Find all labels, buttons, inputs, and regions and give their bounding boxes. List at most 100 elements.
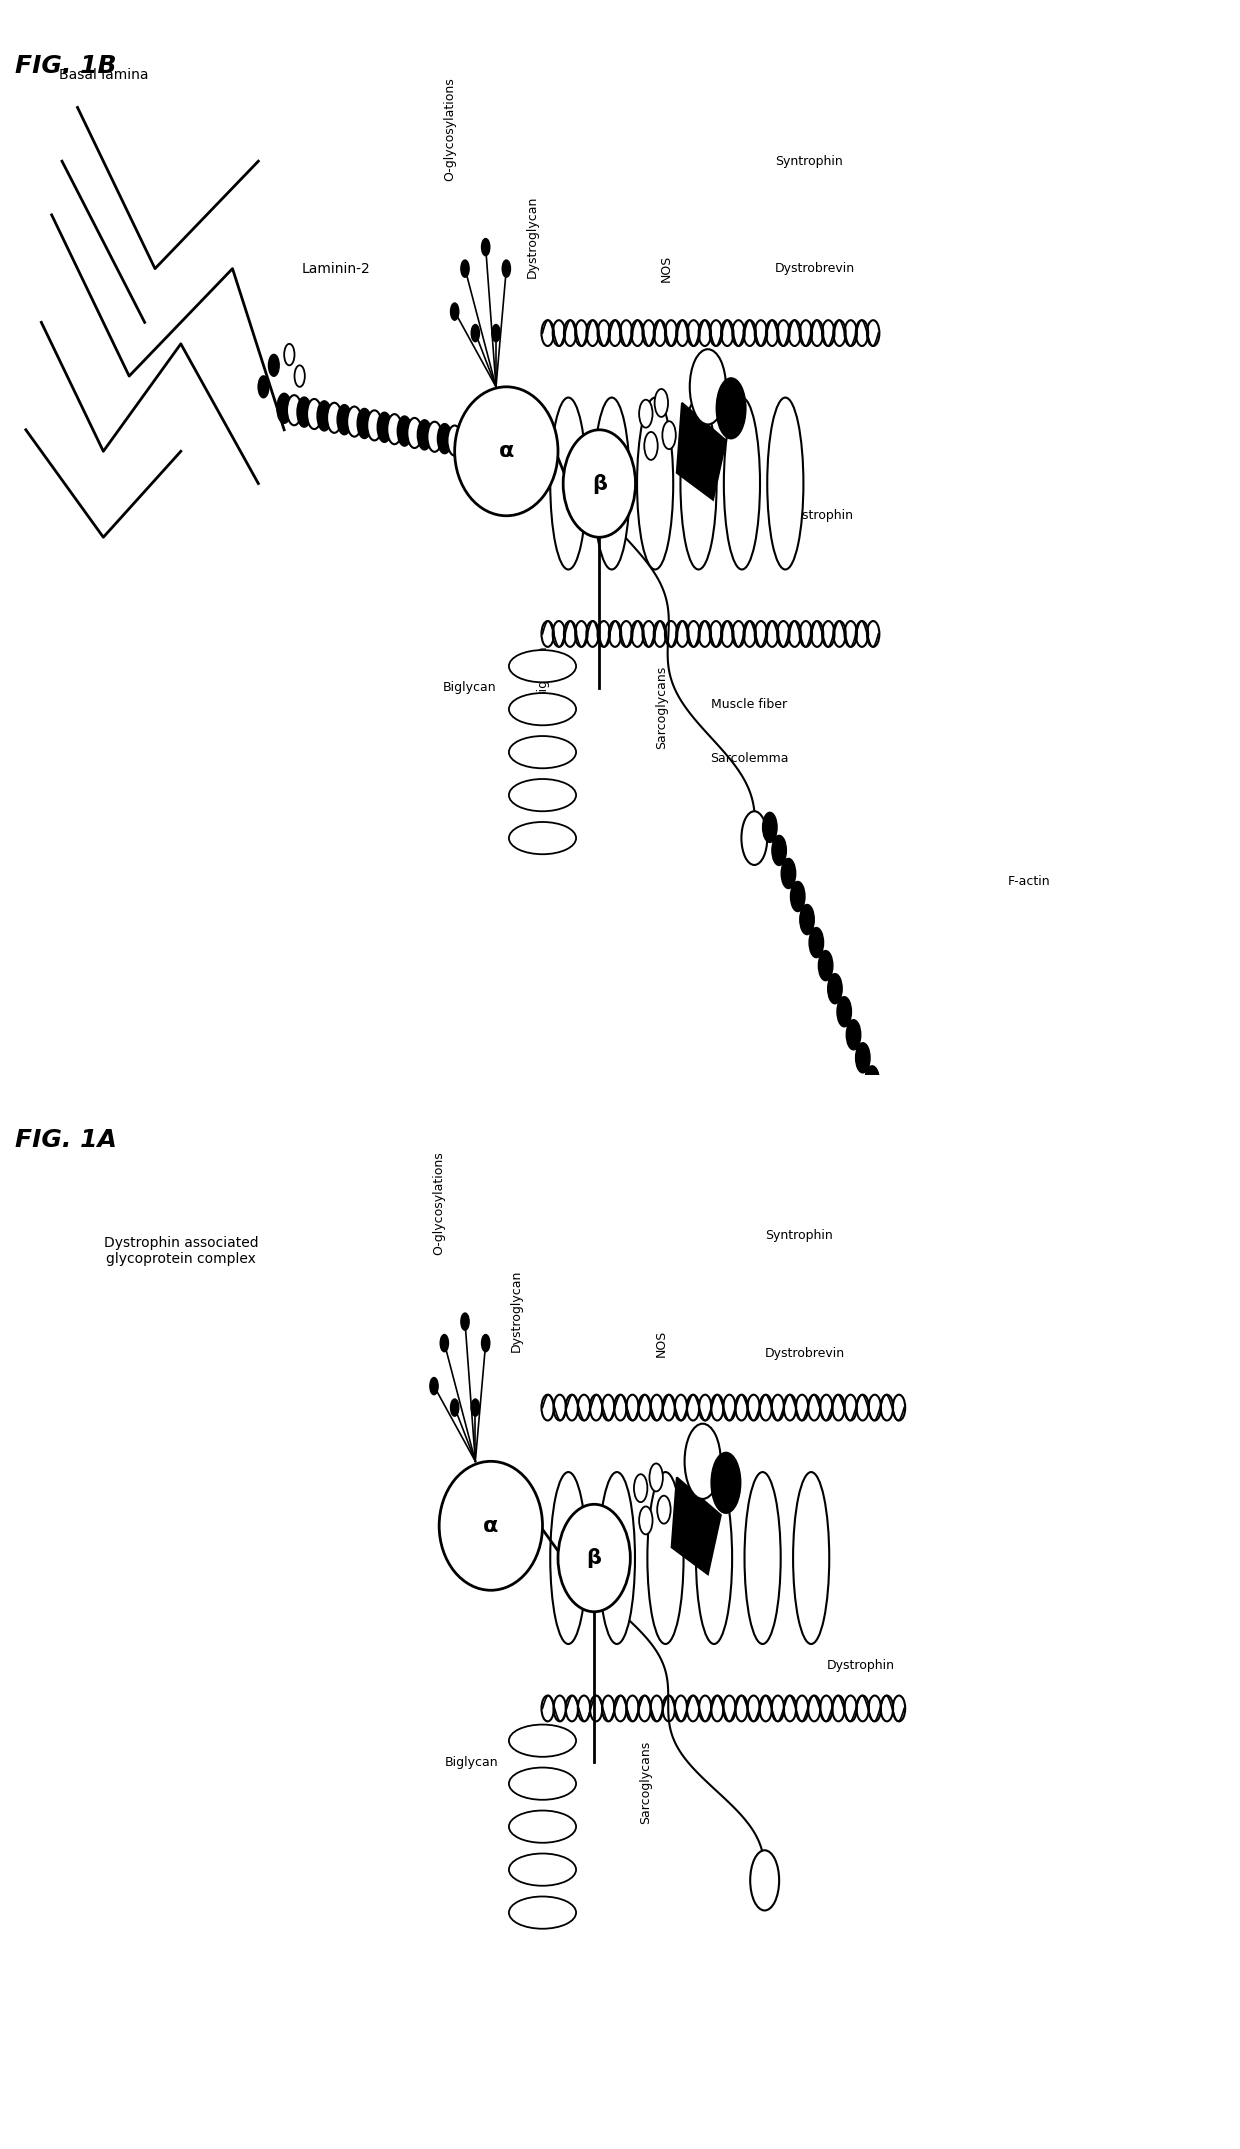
Text: Sarcolemma: Sarcolemma	[711, 752, 789, 765]
Circle shape	[864, 1066, 879, 1096]
Text: Syntrophin: Syntrophin	[765, 1229, 832, 1242]
Ellipse shape	[508, 821, 577, 855]
Circle shape	[308, 400, 321, 430]
Circle shape	[763, 812, 777, 842]
Circle shape	[883, 1111, 898, 1141]
Circle shape	[639, 400, 652, 428]
Circle shape	[502, 260, 511, 277]
Circle shape	[634, 1474, 647, 1502]
Text: Biglycan: Biglycan	[536, 645, 549, 698]
Circle shape	[893, 1135, 908, 1165]
Ellipse shape	[744, 1472, 781, 1644]
Circle shape	[397, 417, 412, 447]
Circle shape	[684, 1425, 720, 1500]
Circle shape	[781, 857, 796, 888]
Ellipse shape	[508, 735, 577, 769]
Circle shape	[337, 404, 352, 434]
Ellipse shape	[558, 1504, 630, 1612]
Circle shape	[837, 997, 852, 1027]
Circle shape	[645, 432, 657, 460]
Ellipse shape	[681, 398, 717, 569]
Circle shape	[808, 928, 823, 958]
Text: Basal lamina: Basal lamina	[58, 69, 148, 82]
Circle shape	[377, 413, 392, 443]
Ellipse shape	[508, 1809, 577, 1842]
Circle shape	[827, 973, 842, 1004]
Ellipse shape	[508, 1895, 577, 1930]
Ellipse shape	[439, 1461, 543, 1590]
Circle shape	[284, 344, 295, 365]
Ellipse shape	[508, 1766, 577, 1801]
Ellipse shape	[594, 398, 630, 569]
Text: FIG. 1A: FIG. 1A	[15, 1128, 118, 1152]
Circle shape	[471, 1399, 480, 1416]
Circle shape	[407, 417, 422, 447]
Circle shape	[357, 408, 372, 438]
Circle shape	[317, 402, 331, 432]
Ellipse shape	[551, 398, 587, 569]
Ellipse shape	[794, 1472, 830, 1644]
Text: O-glycosylations: O-glycosylations	[443, 77, 456, 181]
Circle shape	[450, 303, 459, 320]
Ellipse shape	[696, 1472, 732, 1644]
Circle shape	[800, 905, 815, 935]
Text: Dystrobrevin: Dystrobrevin	[765, 1347, 844, 1360]
Circle shape	[481, 1335, 490, 1352]
Ellipse shape	[508, 649, 577, 683]
Text: Sarcoglycans: Sarcoglycans	[640, 1741, 652, 1825]
Text: β: β	[591, 473, 606, 494]
Circle shape	[438, 423, 451, 453]
Ellipse shape	[563, 430, 635, 537]
Circle shape	[790, 881, 805, 911]
Circle shape	[440, 1335, 449, 1352]
Circle shape	[874, 1090, 889, 1120]
Circle shape	[277, 393, 291, 423]
Circle shape	[418, 419, 432, 449]
Ellipse shape	[768, 398, 804, 569]
Circle shape	[367, 410, 382, 441]
Circle shape	[327, 402, 341, 432]
Circle shape	[461, 1313, 469, 1330]
Text: Dystrophin: Dystrophin	[827, 1659, 895, 1672]
Ellipse shape	[508, 1723, 577, 1758]
Circle shape	[655, 389, 668, 417]
Circle shape	[481, 239, 490, 256]
Text: Dystrophin: Dystrophin	[785, 509, 853, 522]
Circle shape	[492, 324, 500, 342]
Circle shape	[712, 1453, 740, 1513]
Circle shape	[269, 355, 279, 376]
Text: FIG. 1B: FIG. 1B	[15, 54, 117, 77]
Circle shape	[717, 378, 745, 438]
Text: β: β	[587, 1547, 601, 1569]
Circle shape	[846, 1021, 861, 1051]
Circle shape	[294, 365, 305, 387]
Circle shape	[298, 398, 311, 428]
Circle shape	[461, 260, 469, 277]
Text: Dystrobrevin: Dystrobrevin	[775, 262, 856, 275]
Text: Laminin-2: Laminin-2	[301, 262, 371, 275]
Circle shape	[428, 421, 441, 451]
Circle shape	[657, 1496, 671, 1524]
Circle shape	[818, 950, 833, 980]
Polygon shape	[677, 404, 725, 499]
Text: Biglycan: Biglycan	[443, 681, 496, 694]
Text: α: α	[498, 441, 513, 462]
Circle shape	[650, 1463, 663, 1491]
Text: Dystrophin associated
glycoprotein complex: Dystrophin associated glycoprotein compl…	[103, 1236, 258, 1266]
Polygon shape	[672, 1479, 720, 1573]
Ellipse shape	[724, 398, 760, 569]
Circle shape	[742, 810, 768, 864]
Circle shape	[258, 376, 269, 398]
Circle shape	[771, 836, 786, 866]
Ellipse shape	[599, 1472, 635, 1644]
Circle shape	[689, 348, 725, 426]
Circle shape	[662, 421, 676, 449]
Text: NOS: NOS	[655, 1330, 668, 1356]
Text: α: α	[484, 1515, 498, 1537]
Text: Muscle fiber: Muscle fiber	[711, 698, 787, 711]
Circle shape	[430, 1378, 438, 1395]
Text: Dystroglycan: Dystroglycan	[526, 196, 538, 277]
Ellipse shape	[508, 1852, 577, 1887]
Ellipse shape	[508, 780, 577, 812]
Text: Sarcoglycans: Sarcoglycans	[655, 666, 668, 750]
